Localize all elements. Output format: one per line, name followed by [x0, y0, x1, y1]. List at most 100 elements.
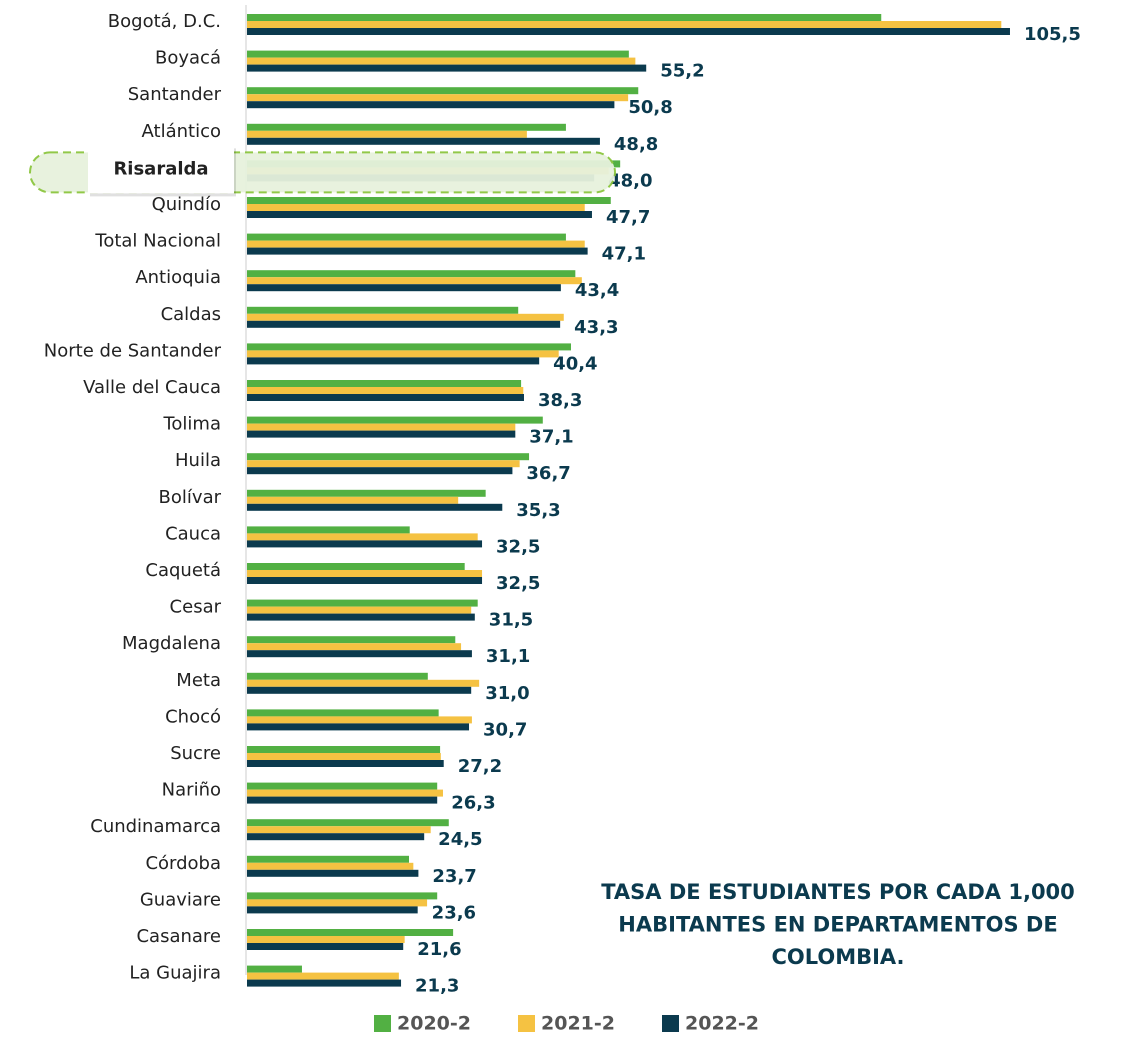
legend-swatch	[518, 1015, 535, 1032]
value-label: 23,7	[432, 866, 476, 887]
bar	[247, 50, 629, 58]
bar	[247, 686, 472, 694]
bar	[247, 723, 470, 731]
category-label: Tolima	[162, 414, 221, 435]
bar	[247, 277, 582, 285]
chart-title: HABITANTES EN DEPARTAMENTOS DE	[618, 913, 1057, 937]
value-label: 36,7	[526, 463, 570, 484]
category-label: Cundinamarca	[90, 816, 221, 837]
value-label: 27,2	[458, 756, 502, 777]
bar	[247, 855, 409, 863]
value-label: 105,5	[1024, 24, 1081, 45]
bar	[247, 636, 456, 644]
value-label: 21,3	[415, 976, 459, 997]
bar	[247, 796, 438, 804]
value-label: 24,5	[438, 829, 482, 850]
bar	[247, 979, 402, 987]
bar	[247, 943, 404, 950]
bar	[247, 679, 480, 687]
bar	[247, 350, 559, 358]
value-label: 40,4	[553, 353, 597, 374]
bar	[247, 94, 629, 102]
legend-swatch	[374, 1015, 391, 1032]
bar	[247, 650, 472, 658]
category-label: Bolívar	[159, 487, 222, 508]
category-label: Cauca	[165, 523, 221, 544]
bar	[247, 570, 483, 577]
bar	[247, 387, 524, 394]
bar	[247, 819, 449, 827]
bar	[247, 14, 882, 21]
bar	[247, 204, 585, 211]
bar	[247, 760, 444, 767]
bar	[247, 357, 540, 365]
bar	[247, 130, 527, 138]
category-label: Boyacá	[155, 48, 221, 69]
bar	[247, 563, 465, 570]
legend-swatch	[662, 1015, 679, 1032]
bar	[247, 247, 588, 255]
value-label: 31,0	[485, 683, 529, 704]
bar	[247, 899, 428, 907]
bar	[247, 467, 513, 475]
bar	[247, 21, 1002, 28]
bar	[247, 716, 472, 724]
category-label: Risaralda	[113, 158, 208, 179]
value-label: 50,8	[628, 97, 672, 118]
bar	[247, 453, 530, 461]
category-label: Total Nacional	[94, 231, 221, 252]
value-label: 23,6	[432, 902, 476, 923]
value-label: 35,3	[516, 500, 560, 521]
bar	[247, 906, 418, 914]
bar	[247, 313, 564, 321]
bar	[247, 833, 425, 841]
bar	[247, 57, 636, 65]
value-label: 38,3	[538, 390, 582, 411]
category-label: Valle del Cauca	[83, 377, 221, 398]
bar	[247, 489, 486, 497]
bar	[247, 137, 600, 145]
chart-title: TASA DE ESTUDIANTES POR CADA 1,000	[601, 880, 1075, 904]
bar	[247, 197, 611, 204]
bar	[247, 526, 410, 534]
bar	[247, 972, 399, 980]
value-label: 47,1	[602, 244, 646, 265]
category-label: Quindío	[152, 194, 221, 215]
bar	[247, 423, 516, 431]
value-label: 32,5	[496, 573, 540, 594]
value-label: 48,0	[608, 170, 652, 191]
value-label: 47,7	[606, 207, 650, 228]
bar	[247, 936, 405, 943]
bar	[247, 599, 478, 607]
category-label: Caquetá	[145, 560, 221, 581]
bar	[247, 28, 1010, 35]
bar	[247, 965, 302, 973]
bar	[247, 430, 516, 438]
category-label: La Guajira	[129, 963, 221, 984]
bar	[247, 123, 566, 131]
legend-label: 2021-2	[541, 1013, 615, 1035]
value-label: 31,5	[489, 610, 533, 631]
bar	[247, 753, 441, 760]
value-label: 26,3	[451, 793, 495, 814]
bar	[247, 826, 431, 834]
bar	[247, 284, 561, 292]
category-label: Bogotá, D.C.	[108, 11, 221, 32]
bar	[247, 613, 475, 621]
bar	[247, 709, 439, 717]
bar	[247, 496, 459, 504]
bar	[247, 306, 519, 314]
category-label: Meta	[176, 670, 221, 691]
bar	[247, 789, 443, 797]
bar	[247, 343, 571, 351]
bar	[247, 460, 520, 468]
category-label: Sucre	[170, 743, 221, 764]
value-label: 37,1	[529, 427, 573, 448]
chart-title: COLOMBIA.	[771, 945, 904, 969]
category-label: Huila	[175, 450, 221, 471]
bar	[247, 577, 483, 584]
legend-label: 2020-2	[397, 1013, 471, 1035]
value-label: 32,5	[496, 536, 540, 557]
bar	[247, 606, 472, 614]
bar	[247, 416, 543, 424]
